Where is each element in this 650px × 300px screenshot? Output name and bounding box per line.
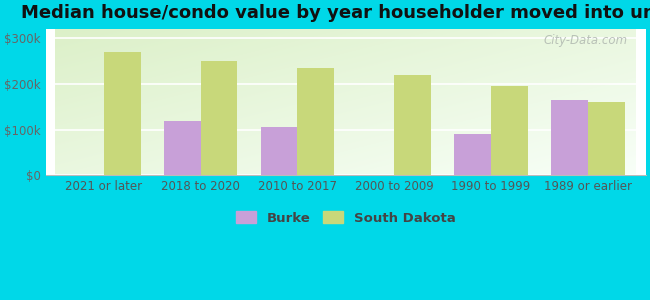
Legend: Burke, South Dakota: Burke, South Dakota xyxy=(231,206,461,230)
Bar xyxy=(588,102,625,176)
Bar xyxy=(491,86,528,176)
Bar xyxy=(164,121,201,176)
Text: City-Data.com: City-Data.com xyxy=(543,34,628,47)
Title: Median house/condo value by year householder moved into unit: Median house/condo value by year househo… xyxy=(21,4,650,22)
Bar xyxy=(551,100,588,176)
Bar xyxy=(394,75,431,176)
Bar xyxy=(261,128,297,176)
Bar xyxy=(454,134,491,176)
Bar xyxy=(104,52,140,176)
Bar xyxy=(297,68,334,176)
Bar xyxy=(201,61,237,176)
